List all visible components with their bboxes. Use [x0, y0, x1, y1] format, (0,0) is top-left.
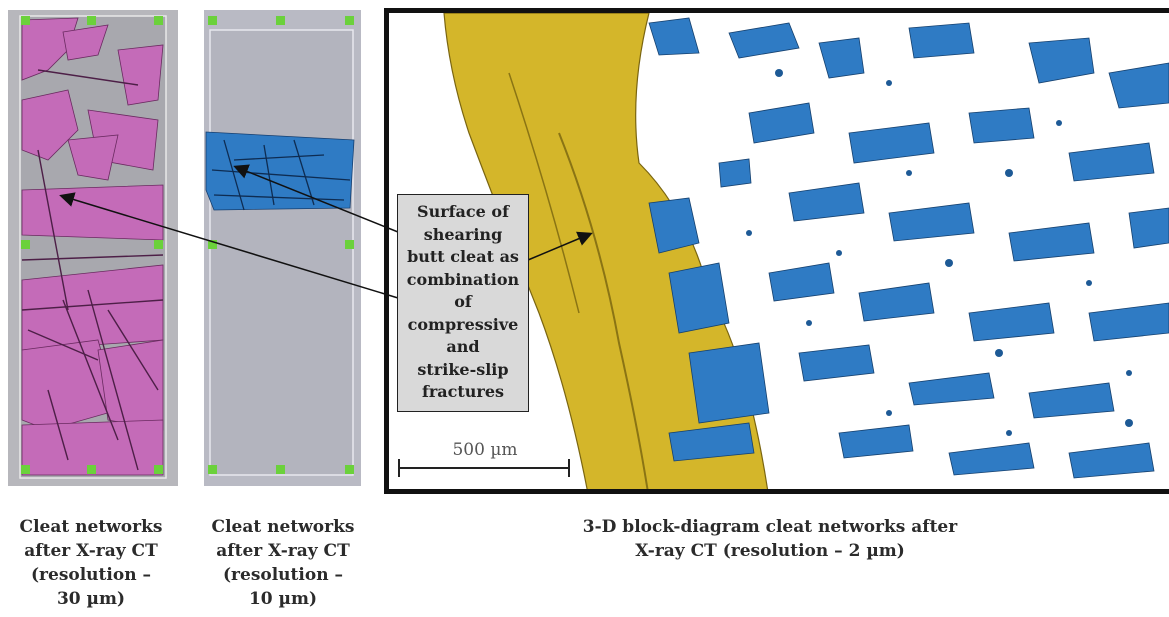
caption-line: after X-ray CT	[216, 541, 350, 561]
caption-line: after X-ray CT	[24, 541, 158, 561]
cleat-fragments	[648, 17, 1169, 479]
callout-line: strike-slip	[417, 359, 509, 379]
callout-line: butt cleat as	[407, 247, 519, 266]
callout-line: and	[446, 337, 480, 356]
caption-line: (resolution –	[223, 565, 343, 585]
cleat-callout-box: Surface of shearing butt cleat as combin…	[397, 194, 529, 412]
block-diagram-3d-drawing	[398, 13, 1169, 489]
caption-line: X-ray CT (resolution – 2 µm)	[635, 541, 905, 561]
scale-bar-label: 500 µm	[452, 440, 518, 460]
caption-line: Cleat networks	[211, 517, 355, 537]
callout-line: of	[454, 292, 472, 311]
caption-line: 3-D block-diagram cleat networks after	[582, 517, 958, 537]
cleat-network-30um-drawing	[19, 15, 167, 479]
callout-line: fractures	[421, 382, 505, 401]
butt-cleat-surface	[443, 13, 769, 489]
caption-10um: Cleat networks after X-ray CT (resolutio…	[192, 515, 374, 611]
caption-line: 10 µm)	[248, 589, 318, 609]
caption-line: (resolution –	[31, 565, 151, 585]
callout-line: shearing	[423, 224, 503, 244]
caption-line: Cleat networks	[19, 517, 163, 537]
scale-bar	[398, 459, 570, 477]
callout-line: compressive	[407, 314, 519, 334]
caption-3d-block-diagram: 3-D block-diagram cleat networks after X…	[470, 515, 1070, 563]
caption-line: 30 µm)	[56, 589, 126, 609]
callout-line: Surface of	[417, 202, 509, 221]
cleat-network-10um-drawing	[205, 16, 355, 476]
caption-30um: Cleat networks after X-ray CT (resolutio…	[0, 515, 182, 611]
cleat-network-30um-image	[8, 10, 178, 486]
callout-line: combination	[406, 269, 520, 289]
cleat-network-10um-image	[204, 10, 361, 486]
